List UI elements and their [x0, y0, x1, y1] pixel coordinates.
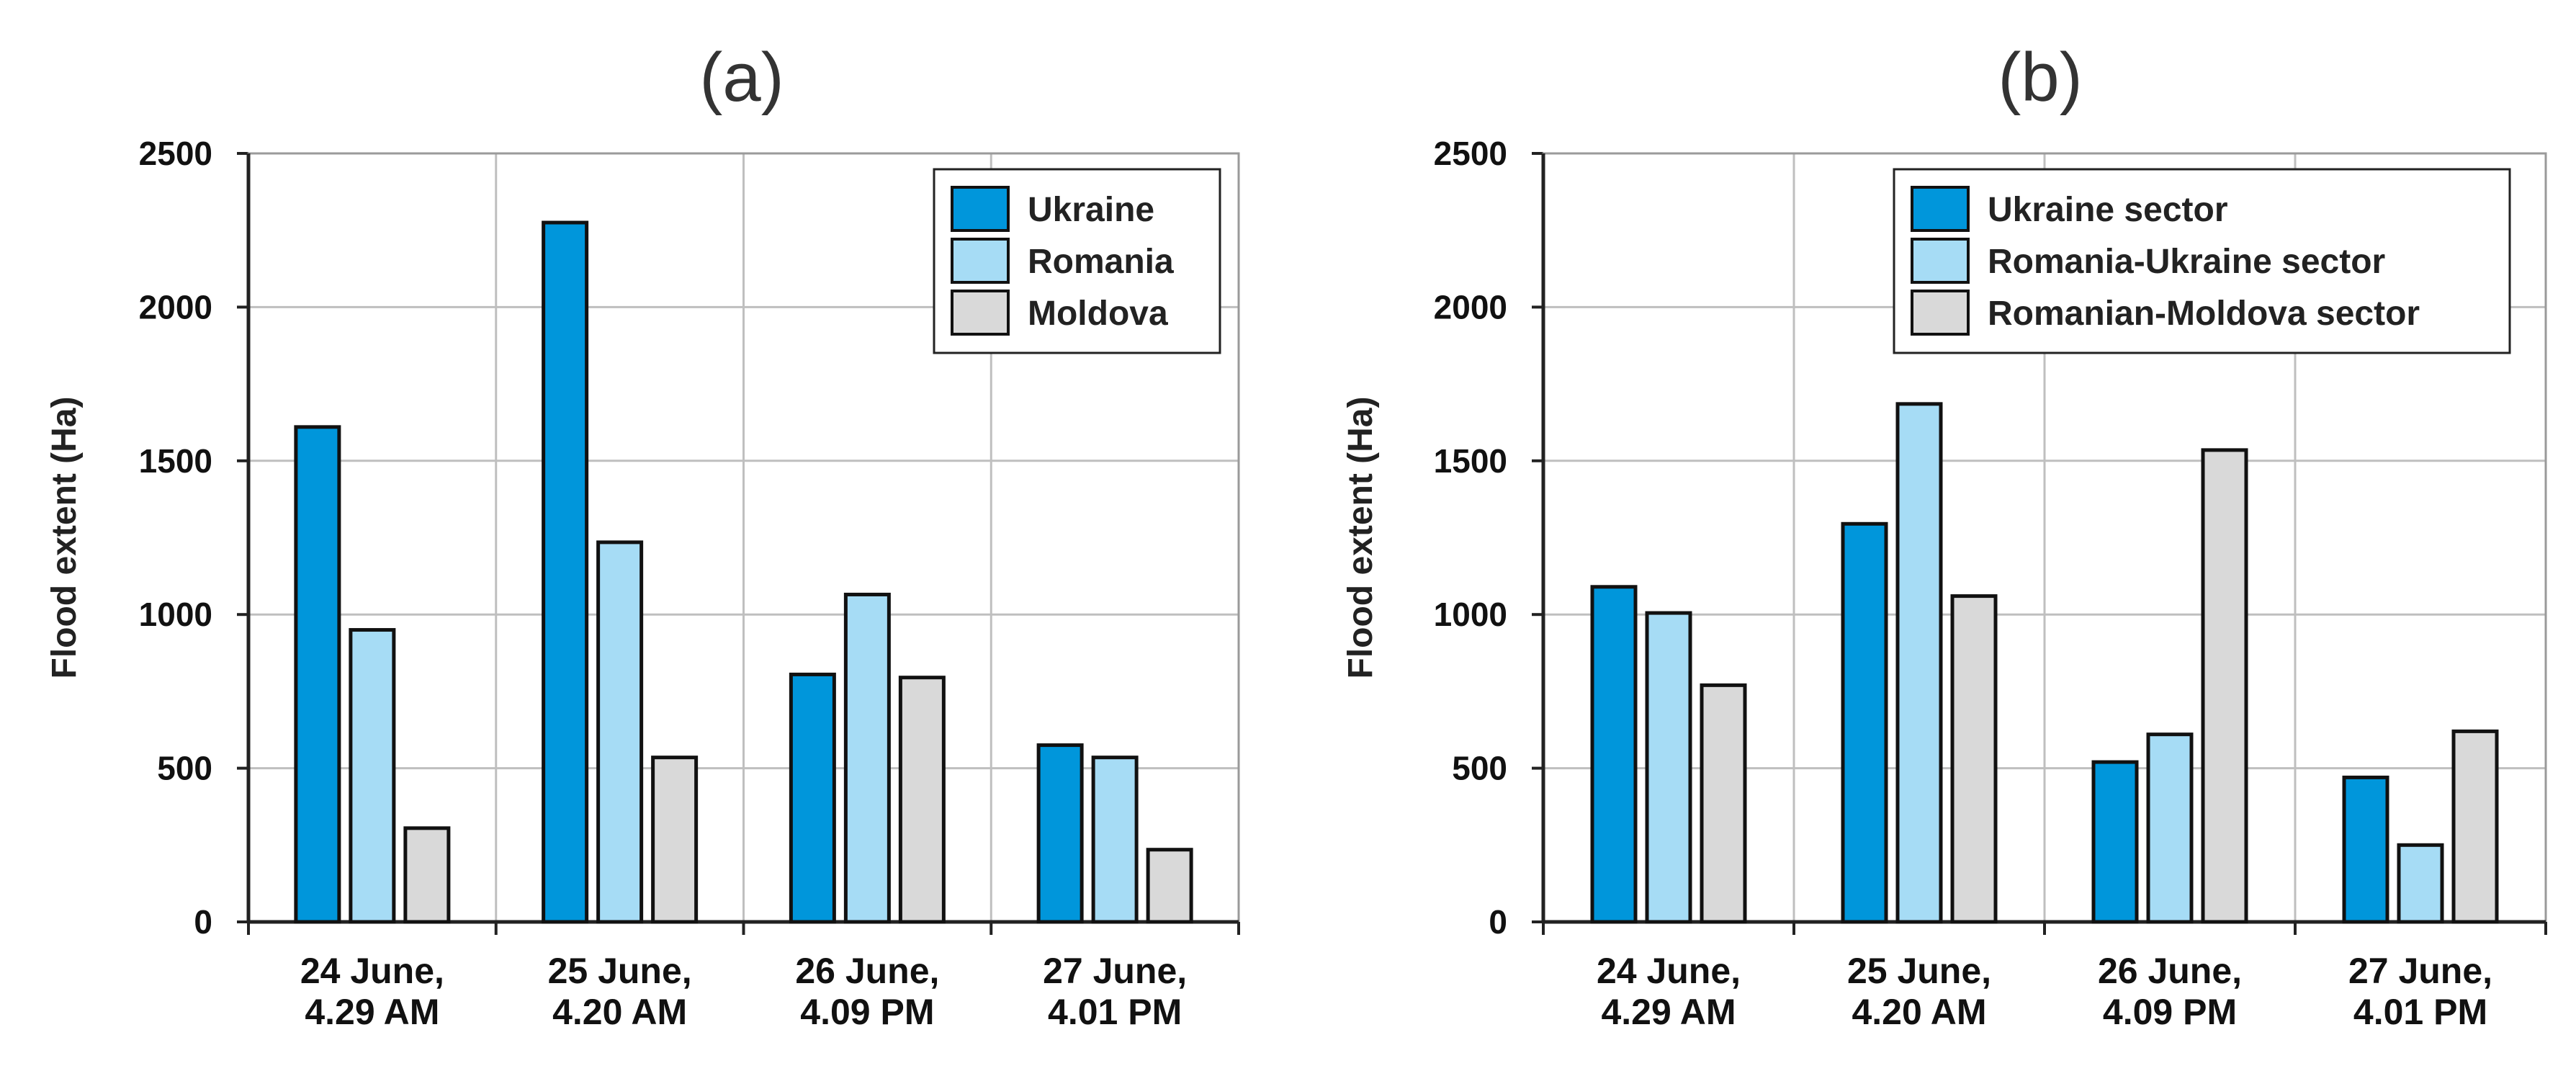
- y-tick-label: 0: [1489, 903, 1507, 941]
- legend-label: Romanian-Moldova sector: [1988, 295, 2420, 333]
- y-tick-label: 500: [1452, 750, 1507, 787]
- chart-title: (b): [1998, 39, 2082, 116]
- bar-moldova: [651, 756, 699, 924]
- bar-ukraine: [294, 425, 341, 924]
- legend-swatch: [951, 186, 1010, 232]
- bar-moldova: [403, 826, 451, 924]
- x-tick-label: 4.09 PM: [800, 992, 934, 1032]
- x-tick-label: 4.29 AM: [305, 992, 439, 1032]
- bar-romanian-moldova-sector: [1950, 594, 1998, 924]
- bar-romanian-moldova-sector: [1700, 683, 1747, 924]
- legend-label: Moldova: [1028, 295, 1168, 333]
- bar-romanian-moldova-sector: [2451, 729, 2499, 924]
- legend-label: Romania-Ukraine sector: [1988, 243, 2385, 281]
- bar-romania: [843, 592, 891, 924]
- x-tick-label: 4.09 PM: [2103, 992, 2237, 1032]
- y-tick-label: 1000: [139, 596, 212, 633]
- x-tick-label: 27 June,: [1043, 951, 1187, 991]
- legend-swatch: [1911, 186, 1970, 232]
- bar-moldova: [898, 676, 946, 924]
- legend-box: [1893, 168, 2511, 354]
- x-tick-label: 4.29 AM: [1601, 992, 1736, 1032]
- bar-ukraine-sector: [1590, 585, 1638, 924]
- y-tick-label: 2000: [139, 288, 212, 326]
- legend-label: Ukraine sector: [1988, 191, 2228, 229]
- legend-label: Romania: [1028, 243, 1174, 281]
- x-tick-label: 25 June,: [1847, 951, 1991, 991]
- y-tick-label: 2000: [1434, 288, 1507, 326]
- x-tick-label: 27 June,: [2348, 951, 2492, 991]
- chart-title: (a): [699, 39, 784, 116]
- y-tick-label: 0: [194, 903, 212, 941]
- bar-romania: [349, 628, 396, 924]
- legend-swatch: [951, 290, 1010, 336]
- x-tick-label: 24 June,: [300, 951, 444, 991]
- bar-romania: [1091, 756, 1139, 924]
- bar-romania-ukraine-sector: [1645, 611, 1692, 924]
- legend-label: Ukraine: [1028, 191, 1154, 229]
- y-axis-label: Flood extent (Ha): [45, 397, 84, 679]
- bar-ukraine-sector: [2342, 775, 2389, 924]
- y-tick-label: 2500: [139, 135, 212, 172]
- y-axis-label: Flood extent (Ha): [1342, 397, 1380, 679]
- chart-panel-a: (a) 0 500 1000 1500 2000 2500 24 June,4.29 AM 25…: [45, 39, 1240, 1032]
- x-tick-label: 25 June,: [548, 951, 692, 991]
- x-tick-label: 4.01 PM: [1048, 992, 1182, 1032]
- chart-panel-b: (b) 0 500 1000 1500 2000 2500 24 June,4.29 AM 25…: [1342, 39, 2547, 1032]
- legend-swatch: [1911, 238, 1970, 284]
- y-tick-label: 1500: [1434, 442, 1507, 480]
- y-tick-label: 1000: [1434, 596, 1507, 633]
- legend: Ukraine Romania Moldova: [933, 168, 1221, 354]
- bar-ukraine-sector: [2091, 760, 2139, 924]
- x-tick-label: 26 June,: [795, 951, 939, 991]
- legend-swatch: [1911, 290, 1970, 336]
- bar-romania: [596, 540, 644, 924]
- y-tick-label: 1500: [139, 442, 212, 480]
- legend-swatch: [951, 238, 1010, 284]
- x-tick-label: 4.20 AM: [552, 992, 687, 1032]
- y-tick-label: 500: [157, 750, 212, 787]
- legend: Ukraine sector Romania-Ukraine sector Roma…: [1893, 168, 2511, 354]
- bar-ukraine: [789, 672, 836, 924]
- x-tick-label: 24 June,: [1597, 951, 1741, 991]
- bar-moldova: [1146, 848, 1193, 924]
- bar-romanian-moldova-sector: [2201, 448, 2248, 924]
- bar-ukraine-sector: [1841, 521, 1888, 924]
- x-tick-label: 4.01 PM: [2353, 992, 2487, 1032]
- bar-ukraine: [1036, 743, 1084, 924]
- bar-romania-ukraine-sector: [1895, 402, 1943, 924]
- bar-romania-ukraine-sector: [2146, 732, 2194, 924]
- y-tick-label: 2500: [1434, 135, 1507, 172]
- bar-ukraine: [542, 220, 589, 924]
- bar-romania-ukraine-sector: [2397, 843, 2444, 924]
- x-tick-label: 4.20 AM: [1852, 992, 1986, 1032]
- x-tick-label: 26 June,: [2098, 951, 2242, 991]
